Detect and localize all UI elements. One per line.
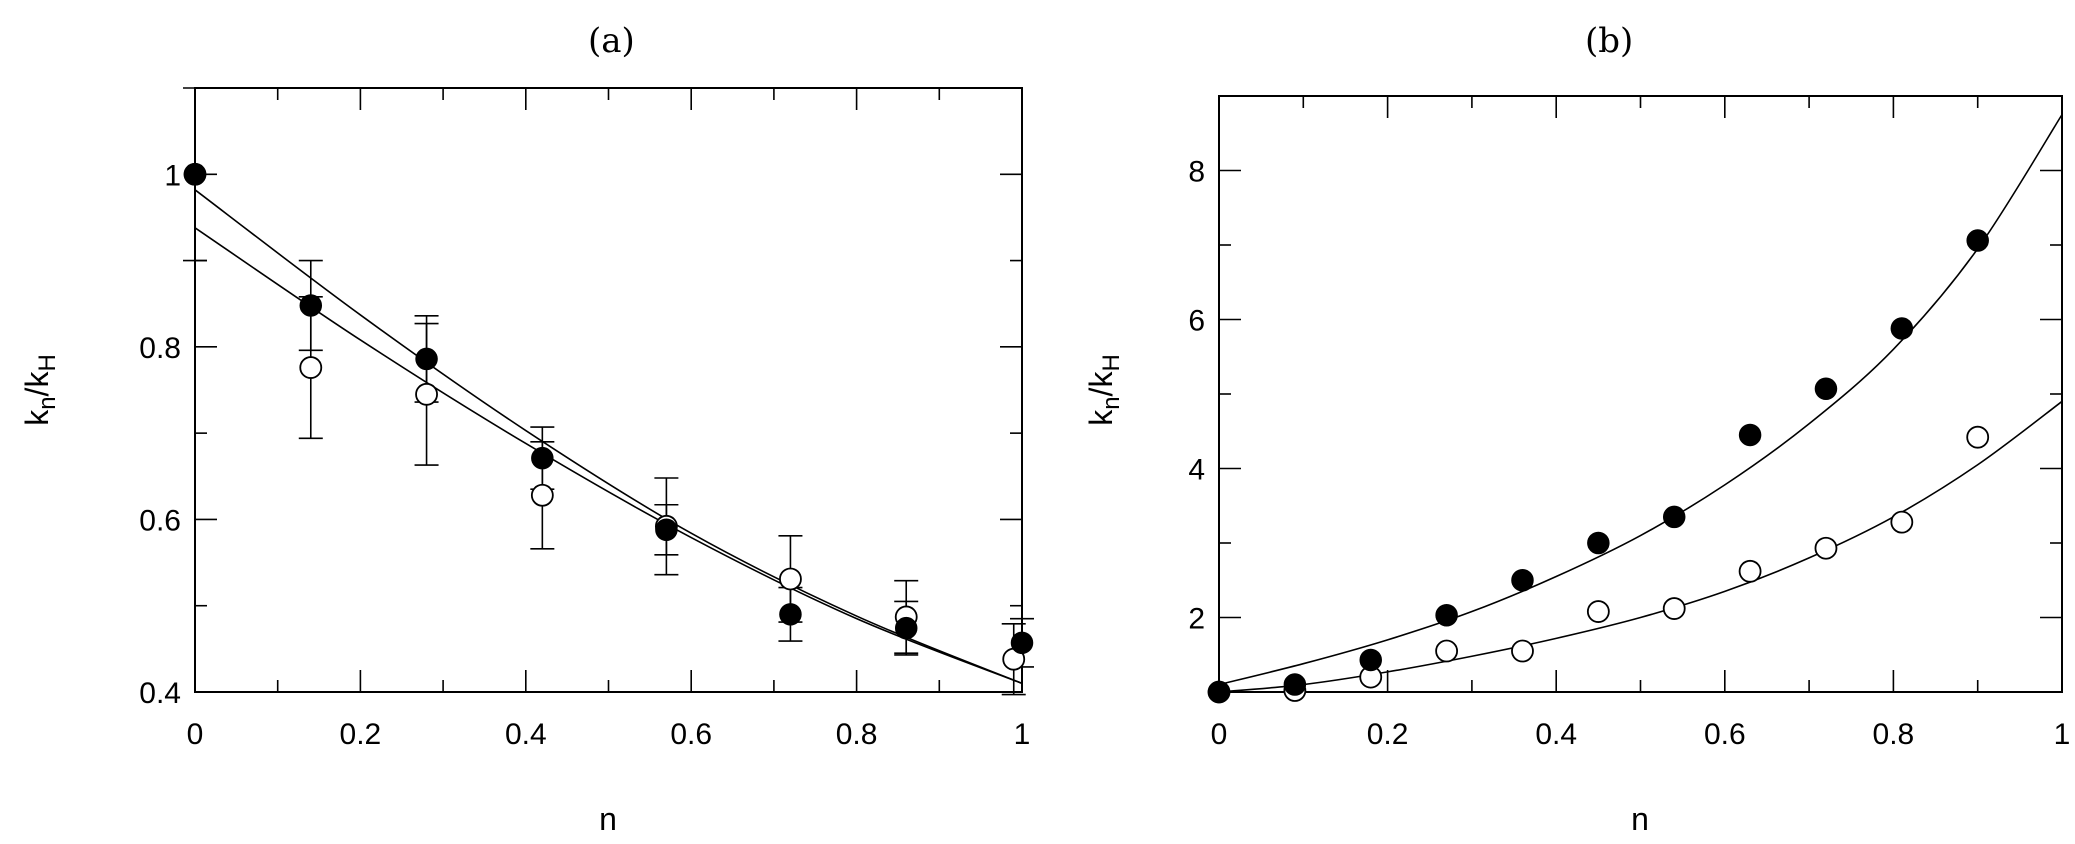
data-point-a-filled: [655, 518, 678, 542]
x-axis-title-b: n: [1631, 801, 1649, 837]
x-tick-label-b: 0.8: [1873, 718, 1915, 751]
panel-label-b: (b): [1585, 21, 1633, 61]
data-point-b-open: [1511, 639, 1534, 663]
data-point-b-filled: [1814, 377, 1838, 401]
y-tick-label-a: 0.4: [139, 677, 181, 710]
data-point-b-filled: [1511, 569, 1534, 592]
data-point-a-open: [299, 356, 323, 379]
x-tick-label-b: 0: [1211, 718, 1228, 751]
x-tick-label-a: 1: [1014, 718, 1031, 751]
x-tick-label-b: 1: [2054, 718, 2071, 751]
x-tick-label-b: 0.4: [1535, 718, 1577, 751]
data-point-a-open: [415, 382, 438, 406]
data-point-b-filled: [1587, 531, 1610, 555]
data-point-a-open: [779, 567, 802, 591]
plot-frame-b: [1218, 95, 2063, 693]
fit-curve-b-2: [1218, 400, 2063, 693]
fit-curve-a-2: [194, 227, 1023, 685]
y-tick-label-a: 1: [164, 159, 181, 192]
data-point-b-filled: [1738, 423, 1762, 447]
data-point-a-filled: [415, 347, 438, 371]
y-tick-label-b: 2: [1188, 603, 1205, 636]
data-point-a-open: [530, 483, 554, 507]
data-point-b-open: [1738, 559, 1762, 583]
y-axis-title-subscript: n: [34, 396, 61, 409]
y-axis-title-part: /k: [19, 371, 55, 397]
y-tick-label-b: 4: [1188, 454, 1205, 487]
y-tick-label-a: 0.6: [139, 504, 181, 537]
y-axis-title-part: k: [1083, 409, 1119, 426]
y-axis-title-subscript: H: [34, 354, 61, 371]
fit-curve-a-1: [194, 189, 1023, 685]
x-tick-label-a: 0.4: [505, 718, 547, 751]
y-tick-label-b: 6: [1188, 305, 1205, 338]
data-point-b-filled: [1359, 648, 1382, 672]
data-point-b-filled: [1662, 505, 1686, 529]
x-tick-label-b: 0.2: [1367, 718, 1409, 751]
data-point-b-open: [1966, 425, 1990, 449]
data-point-b-open: [1435, 639, 1459, 663]
x-tick-label-a: 0: [187, 718, 204, 751]
x-tick-label-a: 0.8: [836, 718, 878, 751]
x-tick-label-a: 0.2: [340, 718, 382, 751]
y-axis-title-a: kn/kH: [19, 354, 61, 426]
data-point-b-open: [1586, 600, 1610, 623]
fit-curve-b-1: [1218, 114, 2063, 686]
y-axis-title-part: k: [19, 409, 55, 426]
panel-label-a: (a): [588, 21, 635, 61]
data-point-b-filled: [1890, 317, 1914, 340]
data-point-b-open: [1890, 510, 1914, 534]
data-point-b-filled: [1435, 604, 1458, 627]
y-axis-title-subscript: H: [1098, 354, 1125, 371]
y-axis-title-subscript: n: [1098, 396, 1125, 409]
data-point-a-filled: [894, 616, 918, 640]
data-point-a-filled: [299, 294, 323, 317]
data-point-b-filled: [1966, 229, 1989, 252]
data-point-b-filled: [1207, 680, 1231, 704]
data-point-a-filled: [531, 446, 554, 470]
data-point-b-open: [1814, 536, 1838, 560]
x-axis-title-a: n: [599, 801, 617, 837]
data-point-a-filled: [779, 603, 802, 626]
data-point-b-open: [1662, 597, 1686, 620]
x-tick-label-b: 0.6: [1704, 718, 1746, 751]
y-axis-title-part: /k: [1083, 371, 1119, 397]
data-point-a-filled: [183, 163, 207, 186]
y-axis-title-b: kn/kH: [1083, 354, 1125, 426]
data-point-a-filled: [1010, 631, 1034, 655]
x-tick-label-a: 0.6: [670, 718, 712, 751]
y-tick-label-b: 8: [1188, 156, 1205, 189]
y-tick-label-a: 0.8: [139, 332, 181, 365]
data-point-b-filled: [1283, 673, 1307, 696]
